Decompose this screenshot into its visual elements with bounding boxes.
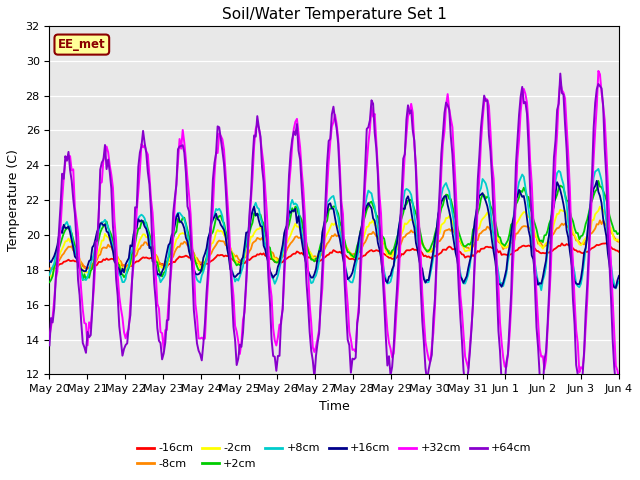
Y-axis label: Temperature (C): Temperature (C): [7, 149, 20, 251]
X-axis label: Time: Time: [319, 400, 349, 413]
Legend: -16cm, -8cm, -2cm, +2cm, +8cm, +16cm, +32cm, +64cm: -16cm, -8cm, -2cm, +2cm, +8cm, +16cm, +3…: [132, 439, 536, 473]
Text: EE_met: EE_met: [58, 38, 106, 51]
Title: Soil/Water Temperature Set 1: Soil/Water Temperature Set 1: [222, 7, 447, 22]
